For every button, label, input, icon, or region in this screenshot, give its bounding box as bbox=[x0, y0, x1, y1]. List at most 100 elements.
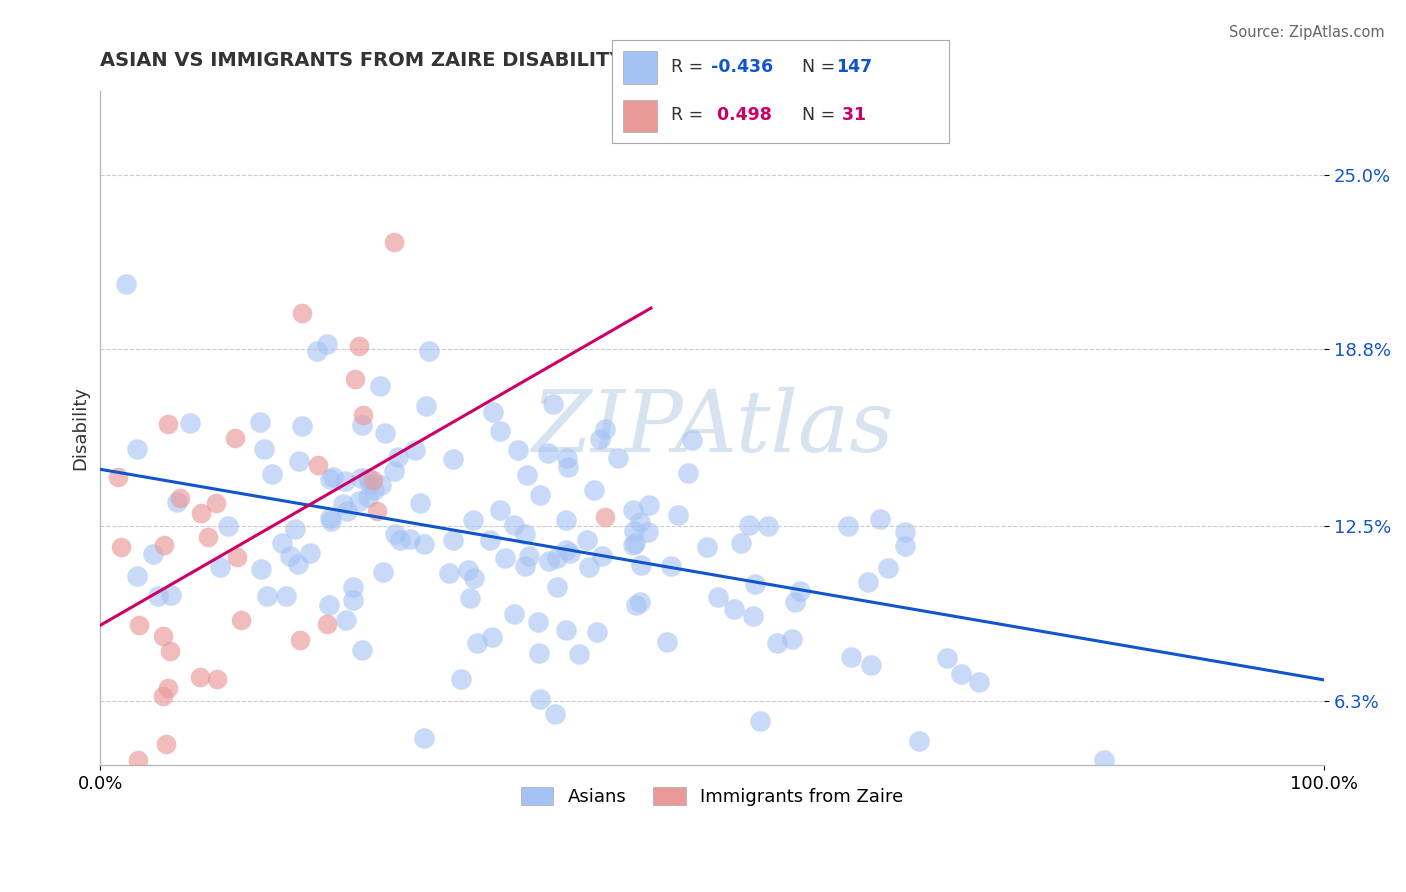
Point bbox=[457, 563, 479, 577]
Point bbox=[481, 631, 503, 645]
Point bbox=[342, 580, 364, 594]
Point bbox=[621, 503, 644, 517]
Point bbox=[271, 535, 294, 549]
Point bbox=[555, 450, 578, 465]
Point bbox=[169, 491, 191, 505]
Point bbox=[482, 405, 505, 419]
Point bbox=[516, 468, 538, 483]
Point bbox=[607, 451, 630, 466]
Point bbox=[382, 235, 405, 250]
Point bbox=[347, 494, 370, 508]
Text: R =: R = bbox=[671, 58, 709, 77]
Point bbox=[568, 647, 591, 661]
Point bbox=[461, 512, 484, 526]
Point bbox=[363, 473, 385, 487]
Point bbox=[350, 417, 373, 432]
Point bbox=[125, 442, 148, 457]
Text: N =: N = bbox=[803, 105, 841, 123]
Point bbox=[655, 634, 678, 648]
Point bbox=[224, 431, 246, 445]
Point bbox=[441, 533, 464, 547]
Point bbox=[856, 575, 879, 590]
Point bbox=[319, 510, 342, 524]
Point bbox=[322, 470, 344, 484]
Point bbox=[478, 533, 501, 547]
Point bbox=[208, 560, 231, 574]
Point bbox=[352, 643, 374, 657]
Point bbox=[274, 589, 297, 603]
Point bbox=[638, 498, 661, 512]
Point bbox=[696, 540, 718, 554]
Point bbox=[253, 442, 276, 456]
Point bbox=[350, 471, 373, 485]
Point bbox=[785, 595, 807, 609]
Point bbox=[166, 495, 188, 509]
Point bbox=[593, 422, 616, 436]
Point bbox=[624, 598, 647, 612]
Point bbox=[517, 549, 540, 563]
Point bbox=[503, 518, 526, 533]
Point bbox=[332, 497, 354, 511]
Text: ASIAN VS IMMIGRANTS FROM ZAIRE DISABILITY CORRELATION CHART: ASIAN VS IMMIGRANTS FROM ZAIRE DISABILIT… bbox=[100, 51, 865, 70]
Point bbox=[765, 635, 787, 649]
Point bbox=[546, 580, 568, 594]
Point bbox=[780, 632, 803, 646]
Point bbox=[591, 549, 613, 563]
Point bbox=[730, 536, 752, 550]
Point bbox=[527, 615, 550, 630]
Point bbox=[388, 533, 411, 548]
Point bbox=[160, 588, 183, 602]
Point bbox=[374, 426, 396, 441]
Point bbox=[342, 593, 364, 607]
Point bbox=[413, 536, 436, 550]
Point bbox=[291, 306, 314, 320]
Point bbox=[318, 472, 340, 486]
Point bbox=[560, 546, 582, 560]
Point bbox=[789, 583, 811, 598]
Point bbox=[197, 530, 219, 544]
Point bbox=[128, 618, 150, 632]
Point bbox=[284, 523, 307, 537]
Point bbox=[950, 667, 973, 681]
Text: 147: 147 bbox=[837, 58, 872, 77]
Text: 31: 31 bbox=[837, 105, 866, 123]
Point bbox=[450, 672, 472, 686]
Point bbox=[250, 562, 273, 576]
Y-axis label: Disability: Disability bbox=[72, 386, 89, 470]
Point bbox=[156, 681, 179, 695]
Point bbox=[749, 714, 772, 728]
Point bbox=[408, 496, 430, 510]
Point bbox=[370, 478, 392, 492]
Point bbox=[217, 519, 239, 533]
Point bbox=[357, 471, 380, 485]
Point bbox=[156, 417, 179, 432]
Point bbox=[494, 551, 516, 566]
Point bbox=[544, 706, 567, 721]
Point bbox=[249, 415, 271, 429]
Point bbox=[155, 737, 177, 751]
Point bbox=[142, 547, 165, 561]
Point bbox=[502, 607, 524, 621]
Point bbox=[575, 533, 598, 547]
Point bbox=[188, 670, 211, 684]
Point bbox=[621, 538, 644, 552]
Point bbox=[382, 464, 405, 478]
Point bbox=[1092, 753, 1115, 767]
Point bbox=[742, 608, 765, 623]
Point bbox=[159, 643, 181, 657]
Point bbox=[463, 571, 485, 585]
Point bbox=[336, 504, 359, 518]
Point bbox=[513, 526, 536, 541]
Point bbox=[529, 487, 551, 501]
Point bbox=[307, 343, 329, 358]
Point bbox=[335, 613, 357, 627]
Point bbox=[333, 474, 356, 488]
Point bbox=[256, 589, 278, 603]
Point bbox=[583, 483, 606, 497]
Point bbox=[307, 458, 329, 472]
Point bbox=[437, 566, 460, 580]
Point bbox=[723, 602, 745, 616]
Point bbox=[288, 632, 311, 647]
Point bbox=[839, 649, 862, 664]
Bar bbox=[623, 52, 657, 84]
